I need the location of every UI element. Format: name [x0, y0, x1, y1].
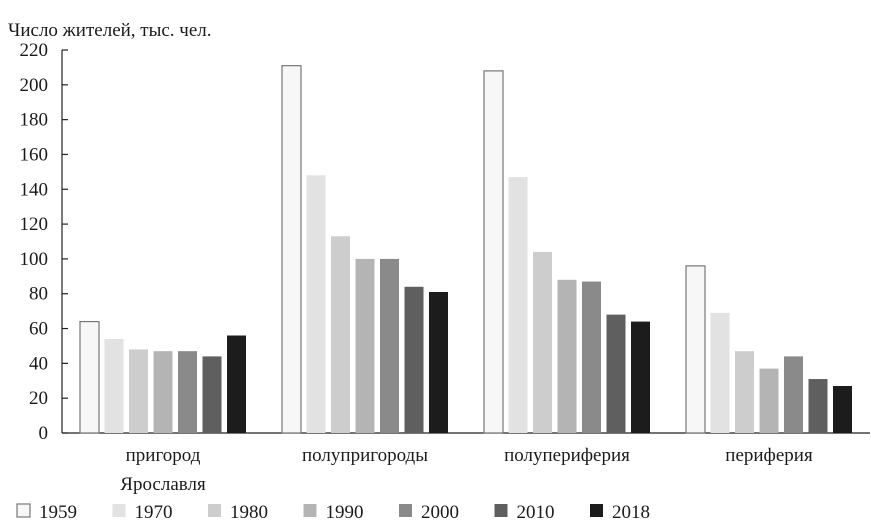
- category-label: полупериферия: [504, 445, 630, 466]
- category-label: периферия: [725, 445, 813, 466]
- y-axis-label: Число жителей, тыс. чел.: [8, 20, 212, 41]
- y-tick-label: 100: [20, 249, 49, 270]
- legend-swatch-2018: [590, 504, 603, 517]
- y-tick-label: 180: [20, 110, 49, 131]
- legend-label-1980: 1980: [230, 502, 268, 523]
- legend-label-2000: 2000: [421, 502, 459, 523]
- y-ticks: 0 20 40 60 80 100 120 140 160 180 200 220: [20, 40, 68, 444]
- legend-swatch-1990: [303, 504, 317, 517]
- category-label: полупригороды: [302, 445, 428, 466]
- bar-2018-2: [631, 321, 650, 433]
- bar-2000-3: [784, 356, 803, 433]
- y-tick-label: 60: [29, 319, 48, 340]
- legend-swatch-2010: [494, 504, 508, 517]
- bar-2000-1: [380, 258, 399, 433]
- y-tick-label: 20: [29, 388, 48, 409]
- y-tick-label: 120: [20, 214, 49, 235]
- bar-1990-3: [759, 368, 779, 433]
- bar-2010-2: [606, 314, 626, 433]
- category-label: Ярославля: [120, 474, 206, 495]
- bar-1970-0: [104, 338, 124, 433]
- bar-2018-0: [227, 335, 246, 433]
- legend: 1959 1970 1980 1990 2000 2010 2018: [16, 502, 650, 523]
- legend-swatch-1959: [16, 503, 31, 518]
- bar-1959-3: [685, 265, 706, 434]
- bar-1970-3: [710, 312, 730, 433]
- bar-2018-1: [429, 291, 448, 433]
- bar-2000-2: [582, 281, 601, 433]
- category-labels: пригород Ярославля полупригороды полуперифе…: [120, 445, 813, 495]
- legend-label-2010: 2010: [517, 502, 555, 523]
- y-tick-label: 200: [20, 75, 49, 96]
- bar-1990-2: [557, 279, 577, 433]
- bar-2010-0: [202, 356, 222, 433]
- bar-2010-1: [404, 286, 424, 433]
- bar-1980-0: [129, 349, 148, 433]
- y-tick-label: 140: [20, 179, 49, 200]
- bar-2000-0: [178, 351, 197, 433]
- bar-1970-1: [306, 175, 326, 433]
- bar-1990-1: [355, 258, 375, 433]
- bar-2018-3: [833, 385, 852, 433]
- y-tick-label: 40: [29, 353, 48, 374]
- bar-1959-0: [79, 320, 100, 434]
- bar-1980-1: [331, 236, 350, 433]
- bar-2010-3: [808, 379, 828, 433]
- bar-1980-2: [533, 251, 552, 433]
- legend-swatch-1970: [112, 504, 126, 517]
- legend-label-1970: 1970: [135, 502, 173, 523]
- legend-label-1959: 1959: [39, 502, 77, 523]
- bar-1970-2: [508, 177, 528, 433]
- legend-swatch-1980: [208, 504, 221, 517]
- bar-1980-3: [735, 351, 754, 433]
- y-tick-label: 160: [20, 144, 49, 165]
- y-tick-label: 220: [20, 40, 49, 61]
- legend-swatch-2000: [399, 504, 412, 517]
- bars: [79, 65, 852, 434]
- legend-label-1990: 1990: [326, 502, 364, 523]
- bar-1959-1: [281, 65, 302, 434]
- category-label: пригород: [126, 445, 201, 466]
- y-tick-label: 0: [39, 423, 49, 444]
- legend-label-2018: 2018: [612, 502, 650, 523]
- bar-1959-2: [483, 70, 504, 434]
- bar-1990-0: [153, 351, 173, 433]
- y-tick-label: 80: [29, 284, 48, 305]
